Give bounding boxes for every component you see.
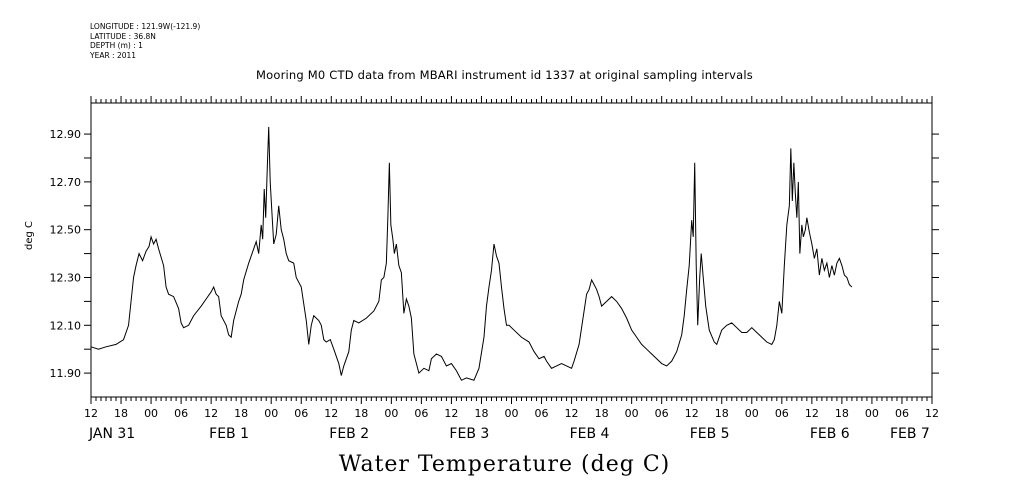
y-tick-label: 12.50 — [50, 224, 82, 237]
x-date-tick-label: FEB 6 — [810, 426, 850, 442]
x-hour-tick-label: 18 — [234, 407, 248, 420]
x-hour-tick-label: 18 — [474, 407, 488, 420]
x-date-tick-label: FEB 7 — [890, 426, 930, 442]
x-hour-tick-label: 00 — [865, 407, 879, 420]
x-hour-tick-label: 12 — [84, 407, 98, 420]
x-hour-tick-label: 00 — [745, 407, 759, 420]
x-date-tick-label: JAN 31 — [88, 426, 135, 442]
x-hour-tick-label: 06 — [414, 407, 428, 420]
x-hour-tick-label: 00 — [144, 407, 158, 420]
y-tick-label: 12.70 — [50, 176, 82, 189]
x-hour-tick-label: 18 — [835, 407, 849, 420]
x-hour-tick-label: 18 — [114, 407, 128, 420]
temperature-series-line — [90, 126, 853, 381]
longitude-label: LONGITUDE : 121.9W(-121.9) — [90, 22, 201, 31]
x-date-tick-label: FEB 3 — [449, 426, 489, 442]
x-hour-tick-label: 12 — [444, 407, 458, 420]
x-hour-tick-label: 06 — [775, 407, 789, 420]
x-date-tick-label: FEB 2 — [329, 426, 369, 442]
y-tick-label: 12.30 — [50, 271, 82, 284]
x-hour-tick-label: 12 — [324, 407, 338, 420]
year-label: YEAR : 2011 — [90, 50, 137, 60]
x-hour-tick-label: 12 — [565, 407, 579, 420]
x-hour-tick-label: 00 — [384, 407, 398, 420]
x-hour-tick-label: 12 — [805, 407, 819, 420]
x-hour-tick-label: 06 — [294, 407, 308, 420]
axis-ticks — [84, 96, 939, 404]
metadata-block: LONGITUDE : 121.9W(-121.9) LATITUDE : 36… — [90, 22, 200, 60]
x-hour-tick-label: 00 — [625, 407, 639, 420]
x-hour-tick-label: 06 — [895, 407, 909, 420]
axis-tick-labels: 12 18 00 06 12 18 00 06 12 18 00 06 12 18 00 06 12 18 00 06… — [50, 128, 940, 442]
y-tick-label: 12.90 — [50, 128, 82, 141]
x-axis-label: Water Temperature (deg C) — [338, 452, 671, 477]
x-hour-tick-label: 06 — [655, 407, 669, 420]
x-hour-tick-label: 00 — [264, 407, 278, 420]
y-tick-label: 12.10 — [50, 319, 82, 332]
depth-label: DEPTH (m) : 1 — [90, 41, 143, 50]
plot-frame — [90, 102, 933, 398]
latitude-label: LATITUDE : 36.8N — [90, 31, 156, 41]
x-hour-tick-label: 18 — [595, 407, 609, 420]
x-hour-tick-label: 12 — [685, 407, 699, 420]
x-hour-tick-label: 12 — [204, 407, 218, 420]
x-hour-tick-label: 18 — [354, 407, 368, 420]
x-hour-tick-label: 00 — [505, 407, 519, 420]
x-hour-tick-label: 06 — [174, 407, 188, 420]
x-hour-tick-label: 12 — [925, 407, 939, 420]
x-date-tick-label: FEB 4 — [570, 426, 610, 442]
y-tick-label: 11.90 — [50, 367, 82, 380]
chart-title: Mooring M0 CTD data from MBARI instrumen… — [256, 68, 753, 82]
x-hour-tick-label: 06 — [535, 407, 549, 420]
x-date-tick-label: FEB 5 — [690, 426, 730, 442]
x-date-tick-label: FEB 1 — [209, 426, 249, 442]
x-hour-tick-label: 18 — [715, 407, 729, 420]
